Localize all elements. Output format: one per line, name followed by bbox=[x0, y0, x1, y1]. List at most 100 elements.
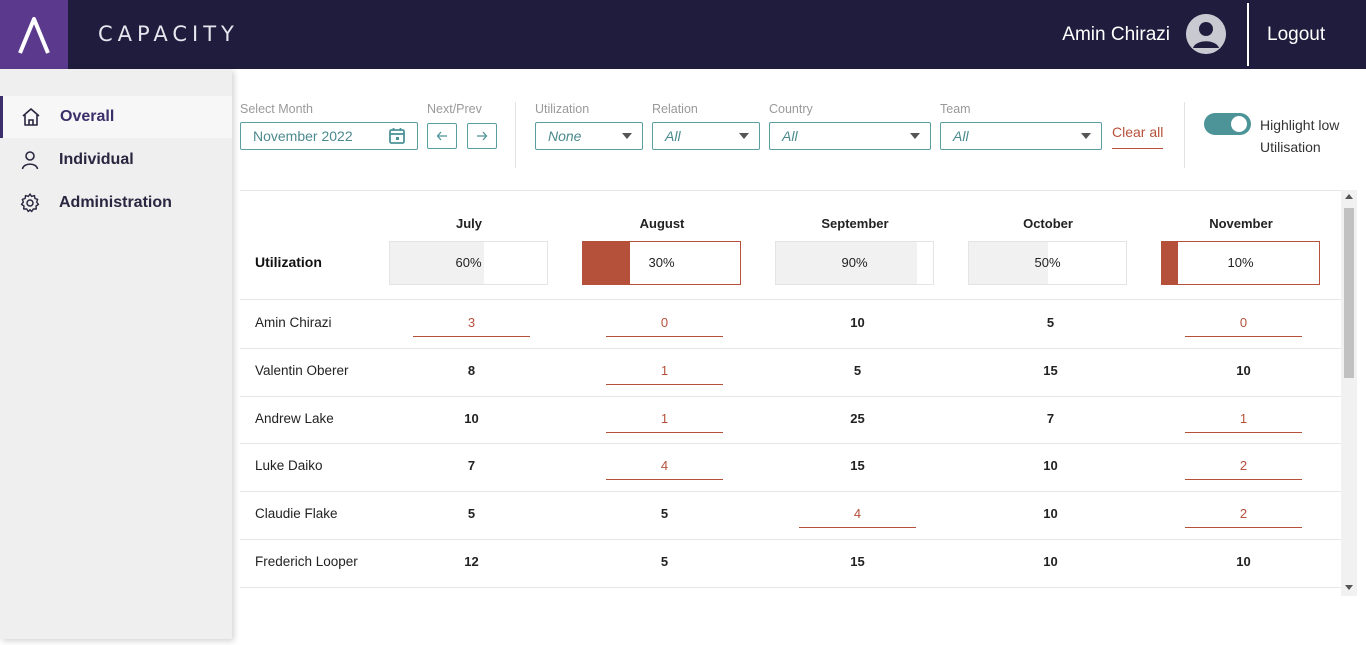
row-name: Amin Chirazi bbox=[255, 315, 332, 330]
filter-divider bbox=[515, 102, 516, 168]
utilization-filter-label: Utilization bbox=[535, 102, 590, 116]
relation-select-value: All bbox=[665, 128, 681, 144]
table-cell: 25 bbox=[850, 410, 865, 426]
table-cell: 8 bbox=[467, 362, 476, 378]
utilization-bar-fill bbox=[583, 242, 631, 284]
sidebar-item-individual[interactable]: Individual bbox=[0, 139, 232, 181]
table-cell: 5 bbox=[467, 506, 476, 522]
sidebar-item-administration[interactable]: Administration bbox=[0, 182, 232, 224]
chevron-down-icon bbox=[622, 133, 632, 139]
utilization-bar-fill bbox=[969, 242, 1048, 284]
row-name: Luke Daiko bbox=[255, 458, 323, 474]
row-divider bbox=[240, 395, 1341, 397]
table-cell: 2 bbox=[1185, 506, 1302, 529]
utilization-bar: 30% bbox=[582, 241, 741, 285]
chevron-down-icon bbox=[1081, 133, 1091, 139]
month-label: Select Month bbox=[240, 102, 313, 116]
scroll-up-icon[interactable] bbox=[1345, 194, 1353, 199]
arrow-left-icon bbox=[436, 131, 447, 141]
calendar-icon[interactable] bbox=[388, 127, 406, 148]
sidebar-item-overall[interactable]: Overall bbox=[0, 96, 232, 138]
header-divider bbox=[1247, 3, 1249, 66]
table-cell: 1 bbox=[606, 363, 723, 385]
sidebar: Overall Individual Administration bbox=[0, 69, 232, 639]
table-cell: 5 bbox=[660, 506, 669, 522]
logout-button[interactable]: Logout bbox=[1267, 24, 1326, 45]
utilization-bar-fill bbox=[776, 242, 918, 284]
month-header: August bbox=[639, 216, 685, 231]
row-name: Claudie Flake bbox=[255, 506, 338, 522]
utilization-row-label: Utilization bbox=[255, 254, 322, 270]
sidebar-item-label: Overall bbox=[60, 108, 115, 125]
avatar[interactable] bbox=[1186, 14, 1226, 54]
utilization-value: 30% bbox=[648, 255, 675, 270]
utilization-bar: 90% bbox=[775, 241, 934, 285]
home-icon bbox=[20, 106, 42, 128]
arrow-right-icon bbox=[477, 131, 488, 141]
relation-select[interactable]: All bbox=[652, 122, 760, 150]
table-cell: 10 bbox=[1043, 506, 1058, 522]
month-header: November bbox=[1209, 216, 1273, 231]
app-logo[interactable] bbox=[0, 0, 68, 69]
row-name: Valentin Oberer bbox=[255, 362, 349, 378]
nextprev-label: Next/Prev bbox=[427, 102, 482, 116]
utilization-value: 50% bbox=[1034, 255, 1061, 270]
row-divider bbox=[240, 491, 1341, 493]
user-name: Amin Chirazi bbox=[1062, 24, 1170, 45]
country-filter-label: Country bbox=[769, 102, 813, 116]
next-month-button[interactable] bbox=[467, 123, 497, 149]
table-cell: 5 bbox=[1046, 315, 1055, 330]
row-divider bbox=[240, 443, 1341, 445]
scroll-down-icon[interactable] bbox=[1345, 585, 1353, 590]
table-cell: 7 bbox=[1046, 410, 1055, 426]
highlight-low-toggle[interactable] bbox=[1204, 113, 1251, 135]
relation-filter-label: Relation bbox=[652, 102, 698, 116]
utilization-select[interactable]: None bbox=[535, 122, 643, 150]
month-picker[interactable]: November 2022 bbox=[240, 122, 418, 150]
chevron-down-icon bbox=[739, 133, 749, 139]
table-scrollbar[interactable] bbox=[1341, 190, 1357, 596]
utilization-bar: 50% bbox=[968, 241, 1127, 285]
utilization-bar-fill bbox=[390, 242, 485, 284]
table-cell: 15 bbox=[850, 458, 865, 474]
utilization-bar: 60% bbox=[389, 241, 548, 285]
team-select[interactable]: All bbox=[940, 122, 1102, 150]
table-cell: 15 bbox=[1043, 362, 1058, 378]
utilization-bar-fill bbox=[1162, 242, 1178, 284]
utilization-bar: 10% bbox=[1161, 241, 1320, 285]
month-header: July bbox=[455, 216, 482, 231]
filter-divider bbox=[1184, 102, 1185, 168]
table-cell: 10 bbox=[1236, 554, 1251, 569]
row-name: Andrew Lake bbox=[255, 410, 334, 426]
gear-icon bbox=[19, 192, 41, 214]
utilization-value: 10% bbox=[1227, 255, 1254, 270]
table-cell: 3 bbox=[413, 315, 530, 337]
sidebar-item-label: Administration bbox=[59, 194, 172, 211]
prev-month-button[interactable] bbox=[427, 123, 457, 149]
highlight-low-label: Highlight low Utilisation bbox=[1260, 117, 1340, 155]
app-header: CAPACITY Amin Chirazi Logout bbox=[0, 0, 1366, 69]
clear-all-button[interactable]: Clear all bbox=[1112, 124, 1164, 149]
table-cell: 10 bbox=[464, 410, 479, 426]
country-select[interactable]: All bbox=[769, 122, 931, 150]
table-cell: 12 bbox=[464, 554, 479, 569]
table-cell: 7 bbox=[467, 458, 476, 474]
row-divider bbox=[240, 539, 1341, 540]
country-select-value: All bbox=[782, 128, 798, 144]
row-divider bbox=[240, 586, 1341, 588]
user-icon bbox=[19, 149, 41, 171]
table-cell: 5 bbox=[853, 362, 862, 378]
sidebar-item-label: Individual bbox=[59, 151, 134, 168]
team-select-value: All bbox=[953, 128, 969, 144]
table-cell: 15 bbox=[850, 554, 865, 569]
logo-icon bbox=[18, 16, 50, 54]
scroll-thumb[interactable] bbox=[1344, 208, 1354, 378]
table-cell: 10 bbox=[1043, 554, 1058, 569]
table-cell: 2 bbox=[1185, 458, 1302, 481]
utilization-value: 60% bbox=[455, 255, 482, 270]
table-cell: 10 bbox=[1236, 362, 1251, 378]
table-cell: 0 bbox=[606, 315, 723, 337]
table-cell: 1 bbox=[1185, 411, 1302, 433]
avatar-icon bbox=[1186, 14, 1226, 54]
table-cell: 10 bbox=[1043, 458, 1058, 474]
